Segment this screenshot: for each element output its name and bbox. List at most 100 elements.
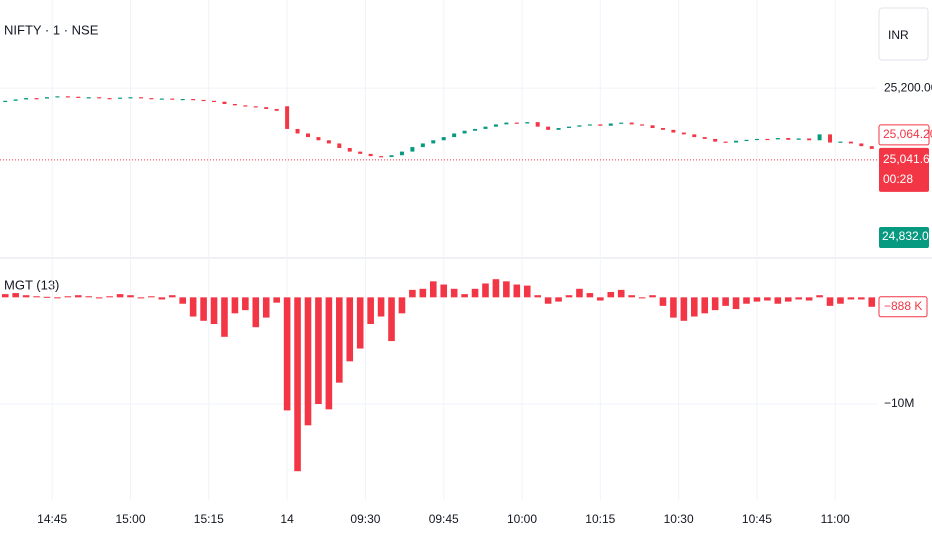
candle (86, 97, 91, 99)
candle (504, 122, 509, 125)
candle (713, 138, 718, 142)
candle (34, 98, 39, 100)
candle (316, 137, 321, 141)
histogram-bar (868, 297, 876, 307)
histogram-bar (22, 295, 30, 298)
candle (807, 138, 812, 141)
currency: INR (888, 28, 909, 42)
histogram-bar (95, 297, 103, 299)
candle (128, 97, 133, 99)
histogram-bar (54, 297, 61, 299)
candle (410, 147, 415, 152)
last-value-box (878, 296, 928, 318)
histogram-bar (33, 296, 40, 298)
candle (212, 100, 217, 103)
currency-box[interactable] (878, 7, 929, 61)
x-tick-label: 14:45 (37, 512, 67, 526)
histogram-bar (1, 294, 9, 298)
candle (389, 155, 394, 158)
x-tick-label: 14 (280, 512, 294, 526)
x-tick-label: 11:00 (821, 512, 850, 526)
histogram-bar (753, 297, 761, 302)
candle (285, 106, 290, 129)
x-tick-label: 10:15 (585, 512, 615, 526)
histogram-bar (586, 293, 594, 298)
candle (556, 128, 561, 130)
histogram-bar (419, 288, 427, 298)
candle (723, 141, 728, 143)
candle (431, 140, 436, 144)
candle (869, 146, 874, 149)
histogram-bar (189, 297, 197, 317)
candle (232, 103, 237, 106)
candle (3, 100, 8, 103)
histogram-bar (242, 297, 249, 311)
histogram-bar (680, 297, 688, 321)
candle (201, 99, 206, 102)
histogram-bar (565, 295, 573, 298)
candle (368, 153, 373, 157)
histogram-bar (555, 297, 562, 302)
candle (326, 140, 331, 144)
histogram-bar (638, 297, 646, 299)
x-tick-label: 10:45 (742, 512, 772, 526)
candle (55, 96, 60, 98)
candle (149, 98, 154, 100)
histogram-bar (774, 297, 782, 304)
histogram-bar (200, 297, 207, 321)
candle (640, 124, 645, 126)
histogram-bar (346, 297, 354, 362)
current-price-label: 25,041.65 (883, 152, 932, 166)
candle (546, 126, 551, 130)
histogram-bar (513, 284, 521, 298)
histogram-bar (628, 295, 635, 298)
histogram-bar (764, 297, 771, 301)
candle (274, 108, 279, 111)
candle (347, 147, 352, 152)
candle (775, 138, 780, 140)
candle (765, 138, 770, 141)
candle (859, 143, 864, 147)
histogram-bar (482, 283, 489, 298)
histogram-bar (221, 297, 228, 337)
histogram-bar (805, 297, 813, 301)
candle (170, 98, 175, 100)
candle (671, 129, 676, 133)
x-tick-label: 09:45 (429, 512, 459, 526)
candle (97, 97, 102, 99)
histogram-bar (377, 297, 385, 317)
candle (567, 126, 572, 129)
candle (619, 122, 624, 124)
histogram-bar (356, 297, 364, 349)
candle (493, 124, 498, 127)
histogram-bar (429, 281, 437, 298)
histogram-bar (116, 294, 124, 298)
candle (525, 122, 530, 124)
histogram-bar (440, 284, 448, 298)
candle (379, 156, 384, 158)
histogram-bar (722, 297, 729, 306)
histogram-bar (210, 297, 218, 324)
histogram-bar (690, 297, 698, 317)
histogram-bar (597, 297, 604, 301)
candle (337, 143, 342, 148)
histogram-bar (325, 297, 333, 410)
histogram-bar (75, 295, 82, 298)
last-close-box (878, 124, 930, 146)
candle (734, 140, 739, 143)
histogram-bar (137, 297, 145, 299)
candle (702, 137, 707, 139)
histogram-bar (106, 296, 113, 298)
candle (420, 143, 425, 148)
candle (838, 141, 843, 143)
candle (107, 98, 112, 100)
histogram-bar (492, 279, 500, 298)
histogram-bar (544, 297, 552, 304)
candle (191, 99, 196, 101)
histogram-bar (795, 297, 802, 300)
histogram-bar (231, 297, 239, 314)
candle (118, 97, 123, 99)
histogram-bar (283, 297, 291, 411)
